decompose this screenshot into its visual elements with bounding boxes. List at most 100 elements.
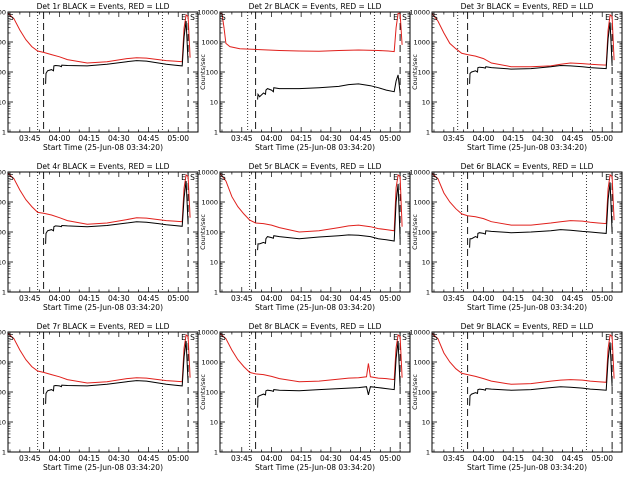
x-tick-label: 03:45 (19, 294, 41, 303)
y-axis-label: Counts/sec (411, 214, 419, 250)
x-tick-label: 04:30 (108, 454, 130, 463)
y-tick-label: 100 (0, 229, 6, 237)
y-tick-label: 1000 (201, 359, 218, 367)
x-tick-label: 05:00 (167, 454, 189, 463)
x-tick-label: 05:00 (591, 294, 613, 303)
series-events (469, 342, 613, 406)
corner-mark-s: S (190, 333, 195, 342)
x-tick-label: 04:30 (532, 294, 554, 303)
plot-frame (7, 331, 199, 453)
series-events (257, 340, 401, 408)
y-tick-label: 100 (0, 69, 6, 77)
x-tick-label: 04:00 (261, 294, 283, 303)
series-events (257, 74, 401, 100)
x-tick-label: 04:45 (562, 454, 584, 463)
x-tick-label: 04:15 (502, 454, 524, 463)
x-tick-label: 03:45 (19, 454, 41, 463)
x-axis-label: Start Time (25-Jun-08 03:34:20) (467, 463, 587, 472)
corner-mark-s: S (9, 173, 14, 182)
x-axis-label: Start Time (25-Jun-08 03:34:20) (255, 303, 375, 312)
y-tick-label: 100 (418, 389, 430, 397)
x-tick-label: 03:45 (231, 134, 253, 143)
y-tick-label: 10 (422, 99, 430, 107)
y-tick-label: 100 (418, 69, 430, 77)
x-tick-label: 03:45 (231, 454, 253, 463)
plot-frame (219, 11, 411, 133)
x-tick-label: 03:45 (443, 454, 465, 463)
x-axis-label: Start Time (25-Jun-08 03:34:20) (467, 143, 587, 152)
x-tick-label: 04:00 (473, 134, 495, 143)
y-tick-label: 1 (426, 289, 430, 297)
y-tick-label: 1 (426, 129, 430, 137)
y-tick-label: 10 (422, 259, 430, 267)
series-events (45, 20, 189, 84)
x-tick-label: 04:30 (320, 134, 342, 143)
x-tick-label: 04:15 (290, 454, 312, 463)
series-events (257, 183, 401, 251)
panel-det-8: Det 8r BLACK = Events, RED = LLD 1 10 100 10… (197, 322, 411, 472)
series-events (469, 182, 613, 248)
plot-frame (7, 11, 199, 133)
x-tick-label: 04:45 (350, 134, 372, 143)
corner-mark-s: S (221, 333, 226, 342)
y-tick-label: 10000 (409, 329, 430, 337)
panel-title: Det 1r BLACK = Events, RED = LLD (37, 2, 170, 11)
x-tick-label: 04:15 (290, 134, 312, 143)
series-lld (8, 13, 191, 64)
corner-mark-s: S (402, 333, 407, 342)
x-axis-label: Start Time (25-Jun-08 03:34:20) (467, 303, 587, 312)
y-tick-label: 10 (422, 419, 430, 427)
series-events (45, 340, 189, 404)
x-tick-label: 04:15 (502, 134, 524, 143)
y-tick-label: 10 (210, 99, 218, 107)
x-tick-label: 05:00 (379, 134, 401, 143)
y-tick-label: 10000 (409, 9, 430, 17)
series-lld (432, 333, 615, 385)
series-lld (432, 173, 615, 226)
corner-mark-s: S (190, 173, 195, 182)
x-tick-label: 03:45 (443, 294, 465, 303)
panel-det-1: Det 1r BLACK = Events, RED = LLD 1 10 100 10… (0, 2, 199, 152)
x-tick-label: 04:45 (138, 294, 160, 303)
series-lld (8, 173, 191, 225)
y-tick-label: 10000 (0, 329, 6, 337)
y-tick-label: 10000 (0, 169, 6, 177)
y-tick-label: 1 (2, 129, 6, 137)
y-axis-label: Counts/sec (199, 54, 207, 90)
panel-title: Det 2r BLACK = Events, RED = LLD (249, 2, 382, 11)
x-tick-label: 04:15 (502, 294, 524, 303)
panel-det-7: Det 7r BLACK = Events, RED = LLD 1 10 100 10… (0, 322, 199, 472)
y-tick-label: 1000 (0, 39, 6, 47)
panel-title: Det 6r BLACK = Events, RED = LLD (461, 162, 594, 171)
y-tick-label: 10 (210, 419, 218, 427)
y-tick-label: 1 (214, 449, 218, 457)
corner-mark-s: S (433, 173, 438, 182)
y-tick-label: 1000 (0, 199, 6, 207)
x-tick-label: 04:45 (562, 294, 584, 303)
y-axis-label: Counts/sec (411, 374, 419, 410)
plot-frame (431, 331, 623, 453)
series-lld (220, 173, 403, 233)
corner-mark-s: S (614, 13, 619, 22)
x-axis-label: Start Time (25-Jun-08 03:34:20) (255, 143, 375, 152)
x-axis-label: Start Time (25-Jun-08 03:34:20) (255, 463, 375, 472)
x-axis-label: Start Time (25-Jun-08 03:34:20) (43, 463, 163, 472)
y-tick-label: 10 (210, 259, 218, 267)
plot-frame (431, 11, 623, 133)
corner-mark-s: S (402, 13, 407, 22)
x-tick-label: 04:45 (562, 134, 584, 143)
x-tick-label: 04:00 (473, 294, 495, 303)
y-tick-label: 10000 (0, 9, 6, 17)
corner-mark-e: E (605, 13, 610, 22)
plot-frame (219, 171, 411, 293)
panel-det-2: Det 2r BLACK = Events, RED = LLD 1 10 100 10… (197, 2, 411, 152)
series-lld (220, 333, 403, 383)
corner-mark-s: S (433, 333, 438, 342)
corner-mark-e: E (393, 173, 398, 182)
x-tick-label: 04:45 (350, 454, 372, 463)
y-tick-label: 10 (0, 259, 6, 267)
y-tick-label: 1 (214, 129, 218, 137)
corner-mark-e: E (393, 13, 398, 22)
x-tick-label: 03:45 (443, 134, 465, 143)
corner-mark-e: E (605, 173, 610, 182)
